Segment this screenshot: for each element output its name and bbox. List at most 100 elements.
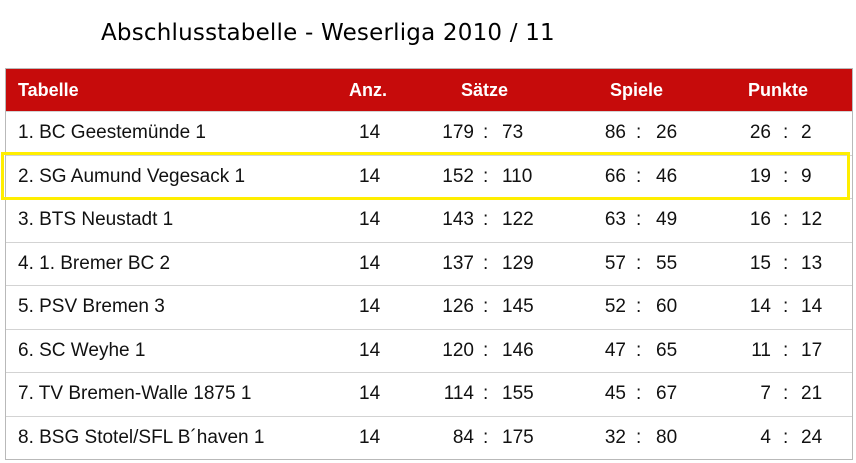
header-spiele: Spiele xyxy=(610,80,664,100)
spiele-separator: : xyxy=(636,296,642,317)
spiele-lost: 65 xyxy=(656,339,678,361)
saetze-won: 152 xyxy=(442,165,474,187)
saetze-lost: 122 xyxy=(502,209,534,230)
matches-count: 14 xyxy=(359,296,381,317)
punkte-lost: 24 xyxy=(801,426,823,448)
spiele-separator: : xyxy=(636,339,642,361)
saetze-won: 137 xyxy=(442,252,474,274)
saetze-lost: 145 xyxy=(502,296,534,317)
punkte-lost: 12 xyxy=(801,209,823,230)
punkte-lost: 14 xyxy=(801,296,823,317)
saetze-won: 179 xyxy=(442,122,474,143)
matches-count: 14 xyxy=(359,209,381,230)
punkte-lost: 21 xyxy=(801,383,823,404)
table-row: 7. TV Bremen-Walle 1875 1 14 114:155 45:67 7… xyxy=(6,372,852,415)
spiele-lost: 46 xyxy=(656,165,678,187)
saetze-separator: : xyxy=(483,426,489,448)
spiele-separator: : xyxy=(636,122,642,143)
standings-table: Tabelle Anz. Sätze Spiele Punkte 1. BC G… xyxy=(5,68,853,460)
spiele-separator: : xyxy=(636,383,642,404)
saetze-separator: : xyxy=(483,339,489,361)
saetze-separator: : xyxy=(483,383,489,404)
punkte-separator: : xyxy=(783,339,789,361)
spiele-won: 32 xyxy=(604,426,626,448)
header-saetze: Sätze xyxy=(461,80,509,100)
punkte-won: 11 xyxy=(751,339,771,361)
punkte-won: 14 xyxy=(749,296,771,317)
spiele-lost: 60 xyxy=(656,296,678,317)
spiele-won: 86 xyxy=(604,122,626,143)
matches-count: 14 xyxy=(359,252,381,274)
saetze-lost: 110 xyxy=(502,165,533,187)
punkte-lost: 13 xyxy=(801,252,823,274)
team-name: 3. BTS Neustadt 1 xyxy=(18,209,174,230)
table-row: 5. PSV Bremen 3 14 126:145 52:60 14:14 xyxy=(6,285,852,328)
spiele-separator: : xyxy=(636,252,642,274)
team-name: 5. PSV Bremen 3 xyxy=(18,296,165,317)
punkte-separator: : xyxy=(783,165,789,187)
team-name: 4. 1. Bremer BC 2 xyxy=(18,252,171,274)
punkte-lost: 17 xyxy=(801,339,823,361)
spiele-lost: 26 xyxy=(656,122,678,143)
table-header: Tabelle Anz. Sätze Spiele Punkte xyxy=(6,69,852,111)
table-row: 6. SC Weyhe 1 14 120:146 47:65 11:17 xyxy=(6,328,852,372)
page-title: Abschlusstabelle - Weserliga 2010 / 11 xyxy=(101,20,555,46)
matches-count: 14 xyxy=(359,165,381,187)
table-row: 4. 1. Bremer BC 2 14 137:129 57:55 15:13 xyxy=(6,241,852,285)
punkte-won: 19 xyxy=(749,165,771,187)
saetze-lost: 73 xyxy=(502,122,524,143)
table-row: 2. SG Aumund Vegesack 1 14 152:110 66:46 19:… xyxy=(6,154,852,198)
highlight-box xyxy=(1,152,850,200)
saetze-won: 120 xyxy=(442,339,474,361)
punkte-separator: : xyxy=(783,209,789,230)
saetze-separator: : xyxy=(483,165,489,187)
punkte-won: 26 xyxy=(749,122,771,143)
team-name: 2. SG Aumund Vegesack 1 xyxy=(18,165,246,187)
header-punkte: Punkte xyxy=(748,80,809,100)
spiele-lost: 49 xyxy=(656,209,678,230)
spiele-won: 47 xyxy=(604,339,626,361)
saetze-won: 84 xyxy=(452,426,474,448)
team-name: 7. TV Bremen-Walle 1875 1 xyxy=(18,383,252,404)
saetze-separator: : xyxy=(483,209,489,230)
spiele-separator: : xyxy=(636,165,642,187)
spiele-won: 63 xyxy=(604,209,626,230)
punkte-lost: 9 xyxy=(801,165,812,187)
punkte-separator: : xyxy=(783,122,789,143)
spiele-separator: : xyxy=(636,426,642,448)
matches-count: 14 xyxy=(359,383,381,404)
team-name: 6. SC Weyhe 1 xyxy=(18,339,146,361)
saetze-won: 114 xyxy=(443,383,474,404)
saetze-separator: : xyxy=(483,122,489,143)
spiele-won: 45 xyxy=(604,383,626,404)
spiele-won: 52 xyxy=(604,296,626,317)
spiele-won: 57 xyxy=(604,252,626,274)
saetze-separator: : xyxy=(483,296,489,317)
spiele-won: 66 xyxy=(604,165,626,187)
punkte-separator: : xyxy=(783,252,789,274)
saetze-lost: 146 xyxy=(502,339,534,361)
saetze-lost: 129 xyxy=(502,252,534,274)
spiele-lost: 67 xyxy=(656,383,678,404)
header-anz: Anz. xyxy=(349,80,387,100)
saetze-won: 143 xyxy=(442,209,474,230)
punkte-won: 4 xyxy=(760,426,771,448)
team-name: 8. BSG Stotel/SFL B´haven 1 xyxy=(18,426,265,448)
punkte-separator: : xyxy=(783,426,789,448)
punkte-won: 7 xyxy=(760,383,771,404)
punkte-separator: : xyxy=(783,296,789,317)
team-name: 1. BC Geestemünde 1 xyxy=(18,122,206,143)
spiele-lost: 80 xyxy=(656,426,678,448)
spiele-separator: : xyxy=(636,209,642,230)
punkte-won: 16 xyxy=(749,209,771,230)
table-row: 1. BC Geestemünde 1 14 179:73 86:26 26:2 xyxy=(6,111,852,154)
matches-count: 14 xyxy=(359,426,381,448)
matches-count: 14 xyxy=(359,339,381,361)
table-row: 3. BTS Neustadt 1 14 143:122 63:49 16:12 xyxy=(6,198,852,241)
saetze-won: 126 xyxy=(442,296,474,317)
punkte-lost: 2 xyxy=(801,122,812,143)
header-tabelle: Tabelle xyxy=(18,80,79,100)
spiele-lost: 55 xyxy=(656,252,678,274)
table-row: 8. BSG Stotel/SFL B´haven 1 14 84:175 32:80… xyxy=(6,415,852,459)
punkte-won: 15 xyxy=(749,252,771,274)
